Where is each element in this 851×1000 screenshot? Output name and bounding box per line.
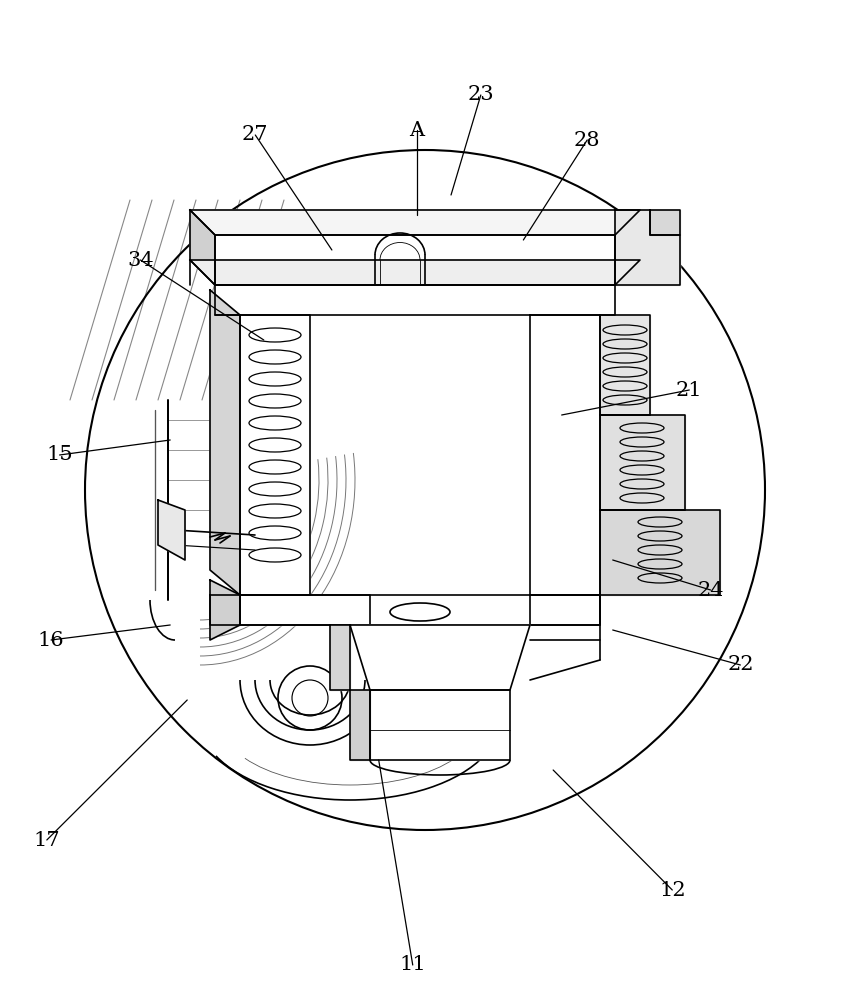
Text: 23: 23 xyxy=(467,86,494,104)
Polygon shape xyxy=(530,595,600,625)
Polygon shape xyxy=(190,210,640,235)
Polygon shape xyxy=(158,500,185,560)
Text: 34: 34 xyxy=(127,250,154,269)
Polygon shape xyxy=(350,625,530,690)
Text: A: A xyxy=(409,120,425,139)
Text: 16: 16 xyxy=(37,631,65,650)
Text: 15: 15 xyxy=(46,446,73,464)
Polygon shape xyxy=(370,690,510,760)
Polygon shape xyxy=(210,595,240,625)
Text: 12: 12 xyxy=(659,880,686,900)
Polygon shape xyxy=(600,415,685,510)
Polygon shape xyxy=(350,690,370,760)
Polygon shape xyxy=(240,595,600,625)
Text: 28: 28 xyxy=(574,130,601,149)
Polygon shape xyxy=(210,580,240,640)
Polygon shape xyxy=(190,210,215,285)
Polygon shape xyxy=(650,210,680,235)
Polygon shape xyxy=(190,260,640,285)
Text: 21: 21 xyxy=(676,380,703,399)
Polygon shape xyxy=(240,315,310,595)
Polygon shape xyxy=(215,285,615,315)
Polygon shape xyxy=(210,290,240,595)
Polygon shape xyxy=(330,625,350,690)
Text: 24: 24 xyxy=(697,580,724,599)
Polygon shape xyxy=(615,210,680,285)
Polygon shape xyxy=(600,510,720,595)
Text: 27: 27 xyxy=(242,125,269,144)
Text: 22: 22 xyxy=(727,656,754,674)
Polygon shape xyxy=(215,235,615,285)
Polygon shape xyxy=(240,595,370,625)
Text: 17: 17 xyxy=(33,830,60,850)
Text: 11: 11 xyxy=(399,956,426,974)
Polygon shape xyxy=(600,315,650,415)
Polygon shape xyxy=(530,315,600,595)
